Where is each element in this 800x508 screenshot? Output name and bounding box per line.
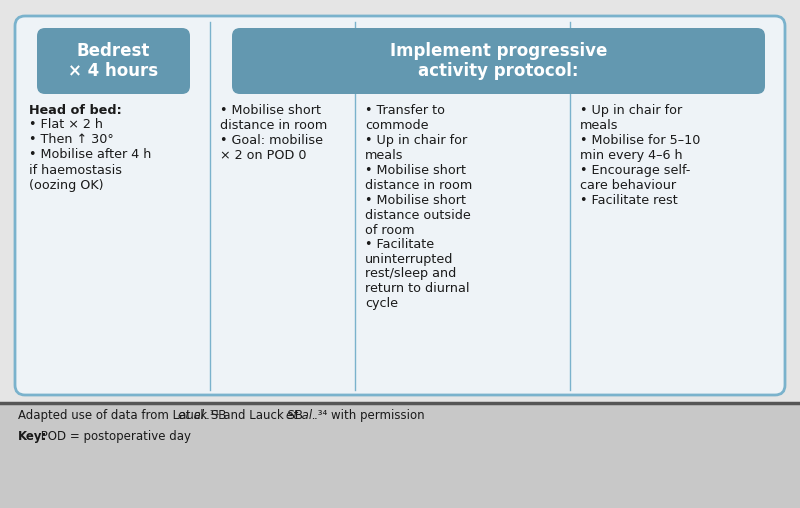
Text: et al.: et al. xyxy=(178,409,208,422)
FancyBboxPatch shape xyxy=(37,28,190,94)
FancyBboxPatch shape xyxy=(15,16,785,395)
Text: Adapted use of data from Lauck SB: Adapted use of data from Lauck SB xyxy=(18,409,230,422)
Text: • Mobilise short
distance outside
of room: • Mobilise short distance outside of roo… xyxy=(365,194,470,237)
Text: • Then ↑ 30°: • Then ↑ 30° xyxy=(29,133,114,146)
Text: Key:: Key: xyxy=(18,430,47,443)
Text: • Mobilise short
distance in room: • Mobilise short distance in room xyxy=(365,164,472,192)
Text: • Mobilise after 4 h
if haemostasis
(oozing OK): • Mobilise after 4 h if haemostasis (ooz… xyxy=(29,148,151,192)
Text: • Flat × 2 h: • Flat × 2 h xyxy=(29,117,103,131)
FancyBboxPatch shape xyxy=(232,28,765,94)
Text: Bedrest
× 4 hours: Bedrest × 4 hours xyxy=(69,42,158,80)
Text: • Transfer to
commode: • Transfer to commode xyxy=(365,104,445,132)
Text: .¹¹ and Lauck SB: .¹¹ and Lauck SB xyxy=(206,409,306,422)
Text: • Facilitate rest: • Facilitate rest xyxy=(580,194,678,207)
Text: • Mobilise for 5–10
min every 4–6 h: • Mobilise for 5–10 min every 4–6 h xyxy=(580,134,700,162)
Text: .³⁴ with permission: .³⁴ with permission xyxy=(314,409,425,422)
Text: • Encourage self-
care behaviour: • Encourage self- care behaviour xyxy=(580,164,690,192)
Text: • Up in chair for
meals: • Up in chair for meals xyxy=(580,104,682,132)
Text: • Mobilise short
distance in room: • Mobilise short distance in room xyxy=(220,104,327,132)
Text: • Up in chair for
meals: • Up in chair for meals xyxy=(365,134,467,162)
Text: Implement progressive
activity protocol:: Implement progressive activity protocol: xyxy=(390,42,607,80)
Text: POD = postoperative day: POD = postoperative day xyxy=(37,430,191,443)
Text: et al.: et al. xyxy=(286,409,316,422)
Text: • Goal: mobilise
× 2 on POD 0: • Goal: mobilise × 2 on POD 0 xyxy=(220,134,323,162)
Text: Head of bed:: Head of bed: xyxy=(29,104,122,117)
Bar xyxy=(0,403,800,508)
Text: • Facilitate
uninterrupted
rest/sleep and
return to diurnal
cycle: • Facilitate uninterrupted rest/sleep an… xyxy=(365,238,470,310)
